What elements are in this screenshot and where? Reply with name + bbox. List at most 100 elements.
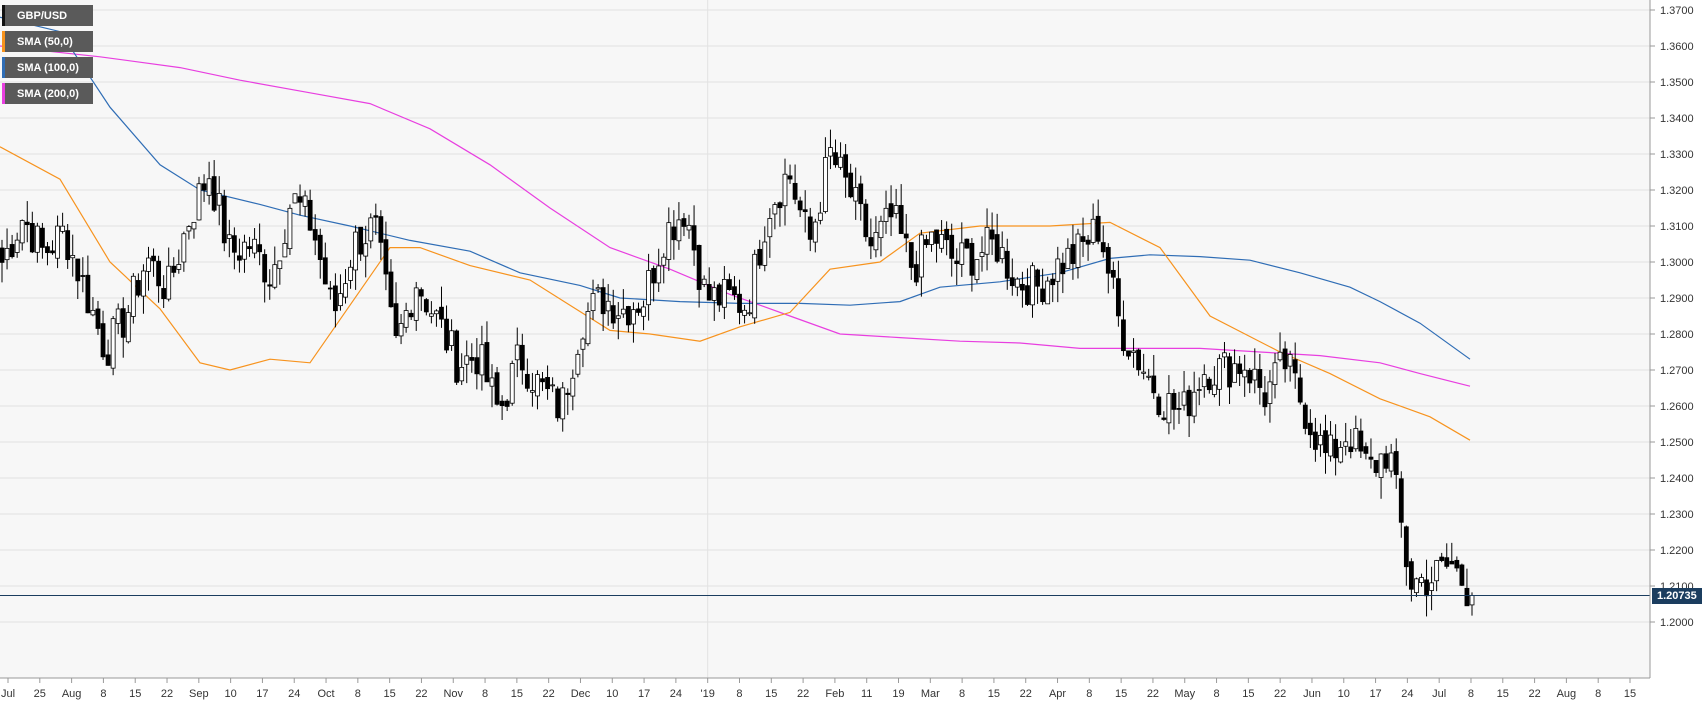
candle-body [348, 266, 353, 281]
candle-body [14, 239, 20, 253]
candle-body [762, 241, 768, 266]
candle-body [1313, 431, 1318, 450]
candle-body [418, 289, 424, 297]
candle-body [1338, 447, 1344, 463]
candle-body [1419, 577, 1424, 584]
candle-body [615, 315, 621, 319]
candle-body [939, 234, 944, 249]
x-tick-label: 24 [670, 688, 682, 700]
x-tick-label: 17 [1369, 688, 1381, 700]
candle-body [711, 287, 717, 301]
candle-body [489, 377, 495, 387]
candle-body [787, 175, 793, 180]
candle-body [893, 205, 899, 214]
candle-body [560, 387, 566, 420]
candle-body [1439, 556, 1445, 561]
candle-body [1136, 349, 1141, 371]
candle-body [85, 274, 91, 314]
y-tick-label: 1.3000 [1660, 257, 1694, 269]
candle-body [454, 330, 460, 383]
candle-body [1348, 446, 1354, 453]
y-tick-label: 1.2000 [1660, 617, 1694, 629]
x-tick-label: Feb [825, 688, 844, 700]
candle-body [1126, 350, 1131, 357]
candle-body [989, 229, 995, 240]
legend-item-sma200: SMA (200,0) [2, 83, 93, 104]
candle-body [777, 202, 783, 209]
x-tick-label: 15 [511, 688, 523, 700]
candle-body [752, 253, 758, 319]
candle-body [964, 238, 970, 249]
candle-body [782, 173, 788, 207]
candle-body [509, 363, 515, 404]
candle-body [1075, 233, 1081, 268]
candle-body [807, 216, 813, 240]
candle-body [959, 242, 965, 265]
candle-body [757, 248, 763, 266]
x-tick-label: 15 [129, 688, 141, 700]
candle-body [550, 384, 556, 387]
candle-body [1161, 417, 1167, 420]
candle-body [1388, 452, 1394, 472]
candle-body [100, 323, 106, 358]
candle-body [221, 195, 227, 244]
x-tick-label: Jul [1432, 688, 1446, 700]
candle-body [191, 221, 197, 230]
candle-body [363, 243, 369, 257]
candle-body [156, 260, 161, 287]
candle-body [651, 268, 657, 284]
candle-body [913, 264, 919, 283]
candle-body [439, 306, 444, 320]
x-tick-label: 22 [1147, 688, 1159, 700]
y-tick-label: 1.2500 [1660, 437, 1694, 449]
candle-body [398, 323, 404, 337]
candle-body [1211, 384, 1217, 395]
candle-body [1398, 478, 1404, 523]
candle-body [1020, 283, 1025, 291]
x-tick-label: 8 [355, 688, 361, 700]
x-tick-label: 15 [988, 688, 1000, 700]
candle-body [1030, 265, 1035, 306]
candle-body [1414, 578, 1419, 594]
x-tick-label: 11 [861, 688, 872, 700]
candle-body [1045, 280, 1051, 305]
candle-body [166, 265, 172, 300]
candle-body [514, 344, 520, 361]
y-axis: 1.3700 1.3600 1.3500 1.3400 1.3300 1.3200 1.31… [1650, 5, 1694, 629]
candle-body [1171, 393, 1177, 410]
candle-body [1055, 258, 1061, 282]
x-tick-label: Mar [921, 688, 940, 700]
candle-body [620, 308, 626, 315]
candle-body [444, 318, 449, 351]
candle-body [70, 255, 76, 259]
candle-body [1070, 244, 1076, 264]
candle-body [545, 377, 550, 390]
candle-body [747, 312, 753, 315]
candle-body [843, 154, 849, 178]
legend-label: GBP/USD [17, 9, 68, 22]
candle-body [888, 203, 894, 218]
x-tick-label: 22 [1274, 688, 1286, 700]
x-tick-label: 8 [1468, 688, 1474, 700]
candle-body [732, 286, 737, 296]
candle-body [297, 196, 303, 203]
candle-body [686, 224, 692, 231]
legend-item-sma100: SMA (100,0) [2, 57, 93, 78]
candle-body [1262, 392, 1268, 408]
x-tick-label: 10 [1338, 688, 1350, 700]
candle-body [327, 287, 333, 290]
y-tick-label: 1.2700 [1660, 365, 1694, 377]
candle-body [1095, 215, 1101, 242]
candle-body [979, 252, 985, 257]
legend-label: SMA (200,0) [17, 87, 79, 100]
candle-body [307, 199, 313, 231]
candle-body [1121, 319, 1126, 352]
x-tick-label: Oct [317, 688, 334, 700]
candle-body [287, 207, 293, 250]
candle-body [146, 257, 151, 272]
candle-body [181, 233, 187, 263]
candle-body [1166, 393, 1172, 424]
candle-body [4, 247, 10, 261]
y-tick-label: 1.2600 [1660, 401, 1694, 413]
